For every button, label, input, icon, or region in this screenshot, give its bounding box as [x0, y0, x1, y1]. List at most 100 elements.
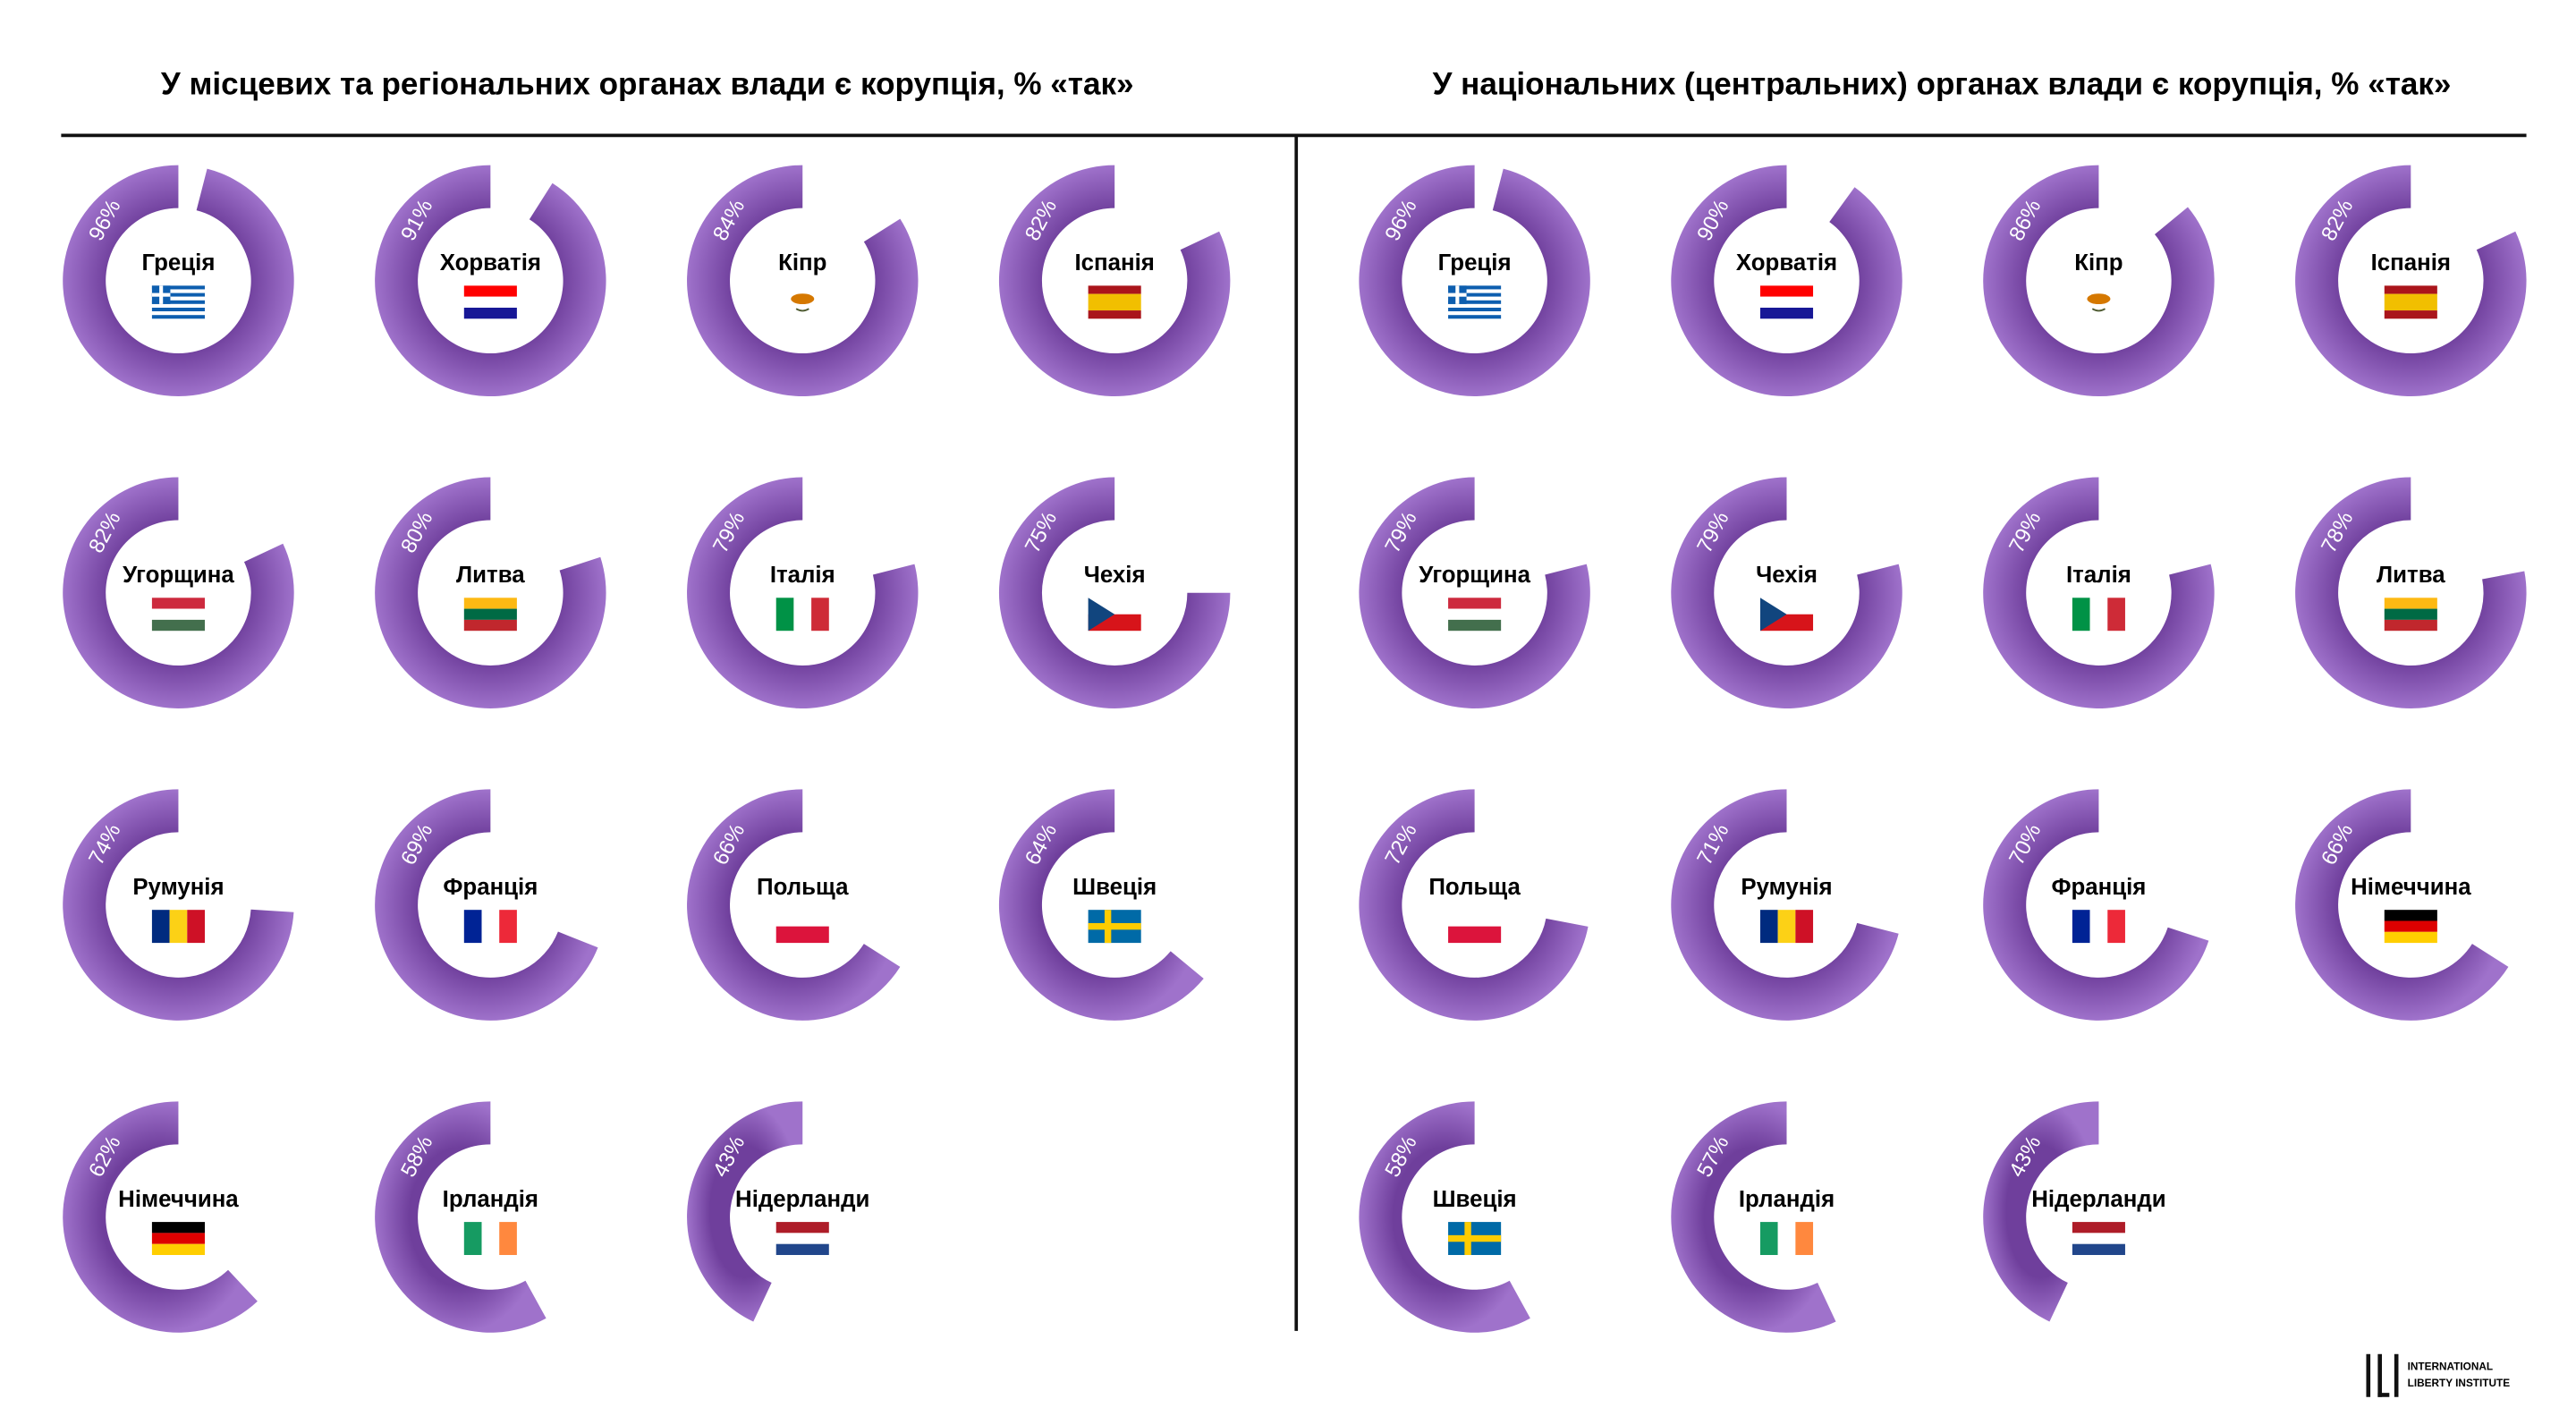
donut-arc [63, 165, 294, 397]
flag-stripe [151, 300, 205, 304]
flag-stripe [481, 910, 500, 944]
donut-arc [1359, 477, 1590, 708]
flag [1759, 285, 1814, 319]
logo-bar [2377, 1393, 2390, 1397]
flag-triangle [1088, 598, 1115, 632]
flag-stripe [775, 1233, 829, 1244]
flag-stripe [151, 303, 205, 308]
country-name: Швеція [1433, 1187, 1517, 1212]
donut-arc [1671, 789, 1899, 1021]
donut-arc [1983, 165, 2215, 397]
flag [1448, 598, 1502, 632]
flag [775, 1222, 829, 1256]
flag-stripe [1448, 608, 1502, 620]
flag-cross [1448, 1234, 1502, 1242]
flag-stripe [2089, 598, 2108, 632]
flag-stripe [1759, 285, 1814, 297]
country-name: Франція [443, 875, 538, 900]
flag-stripe [151, 1233, 205, 1244]
flag-stripe [2384, 285, 2437, 294]
flag-emblem [795, 308, 809, 312]
flag-stripe [775, 598, 794, 632]
flag-stripe [775, 910, 829, 927]
donut-arc [2295, 477, 2527, 708]
flag [2072, 598, 2125, 632]
flag-stripe [2384, 598, 2437, 609]
flag [1088, 285, 1141, 319]
flag-stripe [151, 315, 205, 319]
logo: INTERNATIONAL LIBERTY INSTITUTE [2366, 1353, 2511, 1397]
flag [2072, 1222, 2125, 1256]
flag [1088, 910, 1141, 944]
flag-stripe [1448, 285, 1502, 290]
donut-arc [687, 477, 919, 708]
flag-stripe [499, 1222, 517, 1256]
flag-stripe [2072, 1233, 2125, 1244]
flag-stripe [2107, 910, 2125, 944]
chart-title: У національних (центральних) органах вла… [1433, 66, 2452, 101]
flag-stripe [1448, 311, 1502, 316]
flag-stripe [2072, 598, 2090, 632]
flag-stripe [2384, 931, 2437, 944]
country-name: Польща [1428, 875, 1521, 900]
flag-stripe [1448, 296, 1502, 301]
donut-arc [1359, 165, 1590, 397]
flag-stripe [151, 608, 205, 620]
flag-stripe [1448, 619, 1502, 632]
country-name: Італія [770, 563, 835, 588]
flag-stripe [463, 910, 482, 944]
donut-arc [1359, 1101, 1530, 1333]
flag-stripe [1795, 910, 1814, 944]
logo-bar [2377, 1353, 2383, 1397]
flag-stripe [499, 910, 517, 944]
flag-stripe [1759, 296, 1814, 308]
flag-stripe [775, 926, 829, 944]
flag-stripe [2107, 598, 2125, 632]
flag-stripe [463, 608, 517, 620]
flag-stripe [1448, 300, 1502, 304]
logo-text: LIBERTY INSTITUTE [2408, 1377, 2511, 1389]
flag-stripe [1088, 285, 1141, 294]
country-name: Румунія [132, 875, 224, 900]
flag-cross [1464, 1222, 1471, 1256]
flag-stripe [463, 285, 517, 297]
flag [151, 1222, 205, 1256]
flag-stripe [151, 598, 205, 609]
flag-emblem [2087, 293, 2111, 305]
logo-bar [2366, 1353, 2371, 1397]
flag [151, 285, 205, 319]
country-name: Іспанія [2371, 250, 2451, 276]
flag [2384, 910, 2437, 944]
donut-arc [687, 789, 901, 1021]
donut-arc [1983, 477, 2215, 708]
flag [2087, 293, 2111, 312]
flag-stripe [793, 598, 812, 632]
donut-arc [1983, 789, 2209, 1021]
country-name: Нідерланди [2031, 1187, 2165, 1212]
flag-stripe [151, 307, 205, 312]
country-name: Італія [2066, 563, 2131, 588]
flag-stripe [151, 910, 170, 944]
donut-arc [2295, 165, 2527, 397]
flag [463, 598, 517, 632]
donut-arc [687, 165, 919, 397]
flag-stripe [151, 285, 205, 290]
flag-stripe [2072, 1243, 2125, 1256]
country-name: Ірландія [1739, 1187, 1835, 1212]
flag-stripe [1777, 1222, 1796, 1256]
flag-stripe [2384, 608, 2437, 620]
donut-arc [998, 477, 1231, 708]
country-name: Хорватія [1736, 250, 1837, 276]
flag-stripe [1448, 293, 1502, 297]
flag-stripe [463, 296, 517, 308]
country-name: Чехія [1756, 563, 1818, 588]
flag-stripe [1448, 910, 1502, 927]
country-name: Румунія [1741, 875, 1832, 900]
flag [791, 293, 815, 312]
donut-arc [63, 789, 294, 1021]
flag [151, 910, 205, 944]
flag-stripe [151, 1222, 205, 1234]
country-name: Нідерланди [735, 1187, 869, 1212]
